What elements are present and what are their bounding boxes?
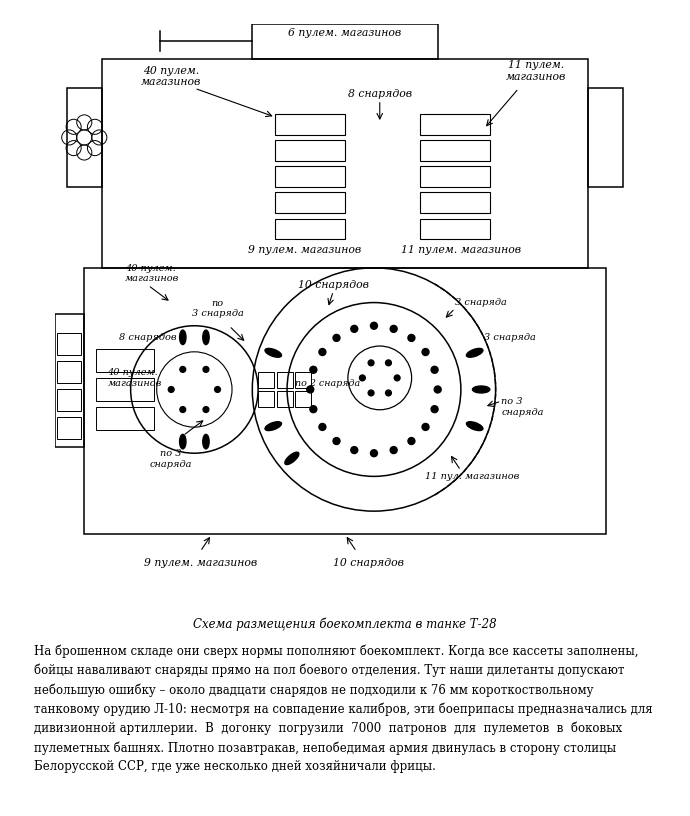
Text: по 3
снаряда: по 3 снаряда	[150, 450, 193, 468]
Bar	[277, 391, 293, 407]
Text: 8 снарядов: 8 снарядов	[348, 89, 412, 99]
Bar	[258, 372, 275, 388]
Bar	[295, 391, 311, 407]
Text: 40 пулем.
магазинов: 40 пулем. магазинов	[108, 368, 161, 388]
Ellipse shape	[265, 422, 282, 431]
Text: Схема размещения боекомплекта в танке Т-28: Схема размещения боекомплекта в танке Т-…	[193, 618, 497, 631]
Circle shape	[215, 387, 220, 392]
Text: 9 пулем. магазинов: 9 пулем. магазинов	[248, 246, 361, 255]
Text: 11 пулем.
магазинов: 11 пулем. магазинов	[506, 60, 566, 82]
Circle shape	[359, 375, 365, 381]
Bar	[96, 349, 154, 372]
Bar	[420, 166, 490, 187]
Circle shape	[371, 450, 377, 457]
Ellipse shape	[179, 330, 186, 344]
Circle shape	[386, 360, 391, 366]
Text: по 3
снаряда: по 3 снаряда	[502, 397, 544, 416]
Circle shape	[431, 406, 438, 413]
Circle shape	[333, 335, 340, 341]
Circle shape	[203, 366, 209, 372]
Circle shape	[422, 348, 429, 356]
Text: 3 снаряда: 3 снаряда	[484, 333, 536, 342]
Text: по
3 снаряда: по 3 снаряда	[192, 299, 244, 318]
Bar	[96, 407, 154, 430]
Bar	[277, 372, 293, 388]
Bar	[57, 333, 81, 355]
Ellipse shape	[466, 422, 483, 431]
Circle shape	[371, 322, 377, 329]
Bar	[275, 114, 345, 135]
Bar	[420, 219, 490, 239]
Ellipse shape	[265, 348, 282, 357]
Circle shape	[307, 386, 314, 393]
Circle shape	[180, 366, 186, 372]
Bar	[57, 361, 81, 383]
Bar	[57, 417, 81, 439]
Text: 40 пулем.
магазинов: 40 пулем. магазинов	[141, 66, 201, 87]
Circle shape	[368, 390, 374, 396]
Ellipse shape	[203, 330, 209, 344]
Bar	[275, 193, 345, 213]
Circle shape	[351, 446, 357, 454]
Ellipse shape	[285, 452, 299, 464]
Circle shape	[408, 437, 415, 445]
Bar	[57, 389, 81, 411]
Bar	[96, 378, 154, 401]
Circle shape	[408, 335, 415, 341]
Text: по 2 снаряда: по 2 снаряда	[295, 379, 360, 388]
Circle shape	[431, 366, 438, 373]
Circle shape	[333, 437, 340, 445]
Ellipse shape	[466, 348, 483, 357]
Bar	[295, 372, 311, 388]
Ellipse shape	[473, 386, 490, 393]
Circle shape	[319, 424, 326, 430]
Circle shape	[310, 366, 317, 373]
Bar	[275, 166, 345, 187]
Circle shape	[319, 348, 326, 356]
Text: 10 снарядов: 10 снарядов	[333, 558, 404, 568]
Circle shape	[310, 406, 317, 413]
Circle shape	[351, 326, 357, 332]
Text: 6 пулем. магазинов: 6 пулем. магазинов	[288, 29, 402, 38]
Bar	[420, 140, 490, 161]
Circle shape	[394, 375, 400, 381]
Text: 3 снаряда: 3 снаряда	[455, 298, 507, 307]
Text: 8 снарядов: 8 снарядов	[119, 333, 177, 342]
Circle shape	[386, 390, 391, 396]
Bar	[420, 114, 490, 135]
Circle shape	[368, 360, 374, 366]
Circle shape	[180, 406, 186, 412]
Bar	[275, 219, 345, 239]
Circle shape	[390, 326, 397, 332]
Bar	[258, 391, 275, 407]
Text: На брошенном складе они сверх нормы пополняют боекомплект. Когда все кассеты зап: На брошенном складе они сверх нормы попо…	[34, 645, 653, 773]
Text: 40 пулем.
магазинов: 40 пулем. магазинов	[125, 264, 179, 283]
Bar	[275, 140, 345, 161]
Text: 11 пул. магазинов: 11 пул. магазинов	[425, 472, 520, 481]
Text: 10 снарядов: 10 снарядов	[298, 280, 369, 290]
Ellipse shape	[203, 434, 209, 449]
Circle shape	[168, 387, 174, 392]
Circle shape	[390, 446, 397, 454]
Text: 9 пулем. магазинов: 9 пулем. магазинов	[144, 558, 257, 568]
Ellipse shape	[179, 434, 186, 449]
Bar	[420, 193, 490, 213]
Circle shape	[434, 386, 441, 393]
Circle shape	[422, 424, 429, 430]
Text: 11 пулем. магазинов: 11 пулем. магазинов	[401, 246, 521, 255]
Circle shape	[203, 406, 209, 412]
